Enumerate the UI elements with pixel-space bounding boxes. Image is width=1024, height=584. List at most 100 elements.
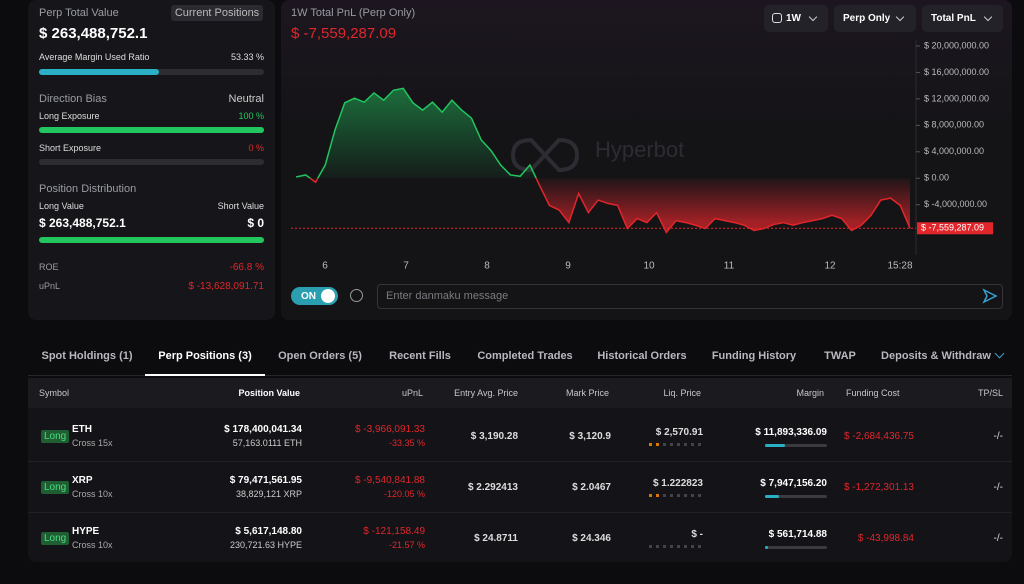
- upnl-pct: -33.35 %: [388, 438, 425, 448]
- position-size: 230,721.63 HYPE: [229, 540, 302, 550]
- liq-risk-dot: [663, 443, 666, 446]
- position-size: 38,829,121 XRP: [235, 489, 302, 499]
- margin-mode: Cross 10x: [72, 540, 113, 550]
- long-exposure-label: Long Exposure: [39, 111, 100, 121]
- position-value: $ 79,471,561.95: [229, 474, 302, 486]
- short-value-label: Short Value: [217, 201, 264, 211]
- x-tick-label: 12: [824, 261, 836, 272]
- chart-current-value: $ -7,559,287.09: [291, 25, 397, 42]
- liq-risk-dot: [656, 545, 659, 548]
- margin-bar: [765, 495, 779, 498]
- scope-value[interactable]: Perp Only: [843, 12, 891, 24]
- positions-badge-bg: [171, 5, 263, 21]
- x-tick-label: 6: [322, 261, 328, 272]
- liq-risk-dot: [670, 443, 673, 446]
- send-icon[interactable]: [982, 288, 998, 304]
- table-header[interactable]: Symbol: [39, 388, 70, 398]
- long-value-label: Long Value: [39, 201, 84, 211]
- tp-sl[interactable]: -/-: [993, 532, 1003, 544]
- margin-ratio-label: Average Margin Used Ratio: [39, 52, 150, 62]
- margin: $ 7,947,156.20: [760, 477, 827, 489]
- upnl: $ -3,966,091.33: [354, 423, 425, 435]
- liq-risk-dot: [670, 545, 673, 548]
- y-tick-label: $ 12,000,000.00: [924, 93, 989, 103]
- funding-cost: $ -43,998.84: [857, 532, 914, 544]
- table-header[interactable]: Mark Price: [565, 388, 609, 398]
- row-divider: [28, 461, 1012, 462]
- side-badge: Long: [41, 480, 70, 494]
- tab[interactable]: Recent Fills: [389, 350, 451, 362]
- upnl: $ -121,158.49: [363, 525, 425, 537]
- upnl-pct: -21.57 %: [388, 540, 425, 550]
- liq-risk-dot: [691, 545, 694, 548]
- liq-risk-dot: [684, 443, 687, 446]
- liq-risk-dot: [684, 494, 687, 497]
- y-tick-label: $ 20,000,000.00: [924, 40, 989, 50]
- margin: $ 561,714.88: [768, 528, 827, 540]
- margin-bar-track: [765, 546, 827, 549]
- perp-total-label: Perp Total Value: [39, 7, 119, 19]
- chart-title: 1W Total PnL (Perp Only): [291, 7, 416, 19]
- short-exposure-label: Short Exposure: [39, 143, 102, 153]
- tab[interactable]: Funding History: [711, 350, 797, 362]
- tab[interactable]: Spot Holdings (1): [41, 350, 133, 362]
- symbol: XRP: [72, 474, 93, 486]
- tabs-more-chevron[interactable]: [994, 348, 1005, 359]
- table-header[interactable]: TP/SL: [977, 388, 1003, 398]
- margin-mode: Cross 15x: [72, 438, 113, 448]
- long-value: $ 263,488,752.1: [39, 216, 126, 230]
- margin-mode: Cross 10x: [72, 489, 113, 499]
- margin-bar-track: [765, 495, 827, 498]
- tab[interactable]: Historical Orders: [597, 350, 687, 362]
- tab[interactable]: Open Orders (5): [278, 350, 362, 362]
- tab[interactable]: Perp Positions (3): [158, 350, 252, 362]
- table-header[interactable]: Funding Cost: [846, 388, 900, 398]
- tab[interactable]: TWAP: [824, 350, 856, 362]
- liq-risk-dot: [698, 545, 701, 548]
- liq-price: $ 2,570.91: [655, 426, 703, 438]
- scope-select[interactable]: [834, 5, 916, 32]
- liq-risk-dot: [663, 545, 666, 548]
- danmaku-input[interactable]: [377, 284, 1003, 309]
- mark-price: $ 3,120.9: [569, 430, 611, 442]
- liq-risk-dot: [663, 494, 666, 497]
- y-tick-label: $ 8,000,000.00: [924, 120, 984, 130]
- side-badge: Long: [41, 429, 70, 443]
- tab[interactable]: Deposits & Withdraw: [881, 350, 991, 362]
- liq-risk-dot: [698, 443, 701, 446]
- pnl-chart: Hyperbot $ 20,000,000.00 $ 16,000,000.00 $ …: [291, 40, 993, 272]
- table-header[interactable]: Margin: [796, 388, 824, 398]
- range-select[interactable]: [764, 5, 828, 32]
- table-header[interactable]: uPnL: [401, 388, 423, 398]
- long-exposure-bar: [39, 127, 264, 133]
- tab[interactable]: Completed Trades: [477, 350, 573, 362]
- upnl-value: $ -13,628,091.71: [188, 280, 264, 292]
- liq-risk-dot: [677, 494, 680, 497]
- liq-risk-dot: [691, 494, 694, 497]
- short-exposure-bar-track: [39, 159, 264, 165]
- tp-sl[interactable]: -/-: [993, 430, 1003, 442]
- metric-select[interactable]: [922, 5, 1003, 32]
- upnl-pct: -120.05 %: [383, 489, 425, 499]
- tp-sl[interactable]: -/-: [993, 481, 1003, 493]
- table-header[interactable]: Liq. Price: [663, 388, 701, 398]
- short-exposure-value: 0 %: [248, 143, 264, 153]
- margin-bar: [765, 444, 785, 447]
- margin-bar: [765, 546, 768, 549]
- toggle-knob: [321, 289, 335, 303]
- row-divider: [28, 512, 1012, 513]
- position-size: 57,163.0111 ETH: [232, 438, 302, 448]
- metric-value[interactable]: Total PnL: [931, 12, 976, 24]
- entry-price: $ 2.292413: [467, 481, 518, 493]
- range-value[interactable]: 1W: [786, 12, 801, 24]
- settings-icon[interactable]: [350, 289, 363, 302]
- liq-risk-dot: [691, 443, 694, 446]
- roe-label: ROE: [39, 262, 59, 272]
- table-header[interactable]: Position Value: [238, 388, 300, 398]
- liq-risk-dot: [677, 443, 680, 446]
- position-value: $ 5,617,148.80: [235, 525, 302, 537]
- table-header[interactable]: Entry Avg. Price: [454, 388, 518, 398]
- margin-bar-track: [765, 444, 827, 447]
- funding-cost: $ -2,684,436.75: [843, 430, 914, 442]
